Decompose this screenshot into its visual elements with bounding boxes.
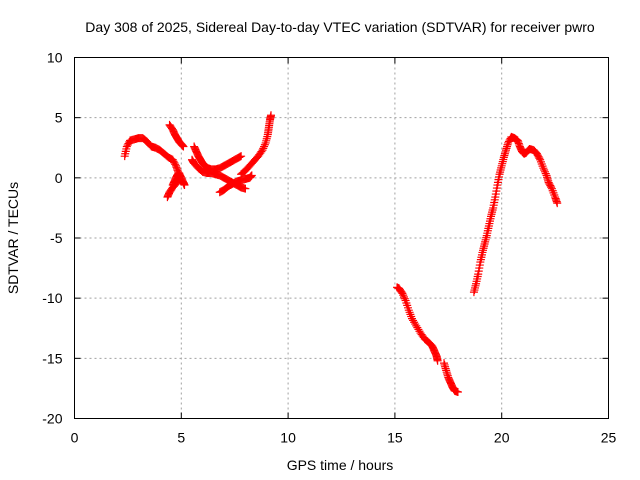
- data-point: [258, 146, 267, 155]
- data-point: [433, 356, 442, 365]
- y-tick-label: -10: [42, 290, 62, 306]
- y-tick-label: -15: [42, 350, 62, 366]
- series-track-f: [215, 171, 256, 197]
- y-axis-title: SDTVAR / TECUs: [5, 182, 21, 294]
- x-tick-label: 15: [387, 430, 403, 446]
- x-tick-label: 25: [601, 430, 617, 446]
- grid-layer: [74, 57, 609, 419]
- data-point: [399, 292, 408, 301]
- x-tick-label: 10: [280, 430, 296, 446]
- series-track-h: [393, 283, 442, 365]
- series-track-b: [165, 120, 188, 151]
- y-tick-label: 5: [55, 110, 63, 126]
- data-point: [453, 388, 462, 397]
- data-point: [553, 199, 562, 208]
- y-tick-label: -20: [42, 411, 62, 427]
- data-point: [259, 144, 268, 153]
- data-point: [541, 169, 550, 178]
- data-point: [241, 184, 250, 193]
- data-point: [237, 152, 246, 161]
- data-point: [260, 140, 269, 149]
- data-point: [400, 294, 409, 303]
- tick-layer: 0 5 10 15 20 25 -20 -15 -10 -5 0 5 10: [42, 50, 616, 446]
- data-point: [247, 171, 256, 180]
- data-point: [267, 111, 276, 120]
- series-track-c: [168, 169, 189, 190]
- x-axis-title: GPS time / hours: [287, 457, 394, 473]
- series-track-j: [469, 132, 562, 297]
- x-tick-label: 20: [494, 430, 510, 446]
- data-point: [163, 193, 172, 202]
- series-track-a: [120, 134, 184, 202]
- series-track-i: [440, 359, 462, 397]
- data-point: [180, 181, 189, 190]
- y-tick-label: 0: [55, 170, 63, 186]
- data-point: [236, 152, 245, 161]
- data-point: [540, 166, 549, 175]
- marks-layer: [120, 111, 562, 397]
- data-point: [260, 142, 269, 151]
- data-point: [399, 291, 408, 300]
- data-point: [540, 167, 549, 176]
- data-point: [257, 147, 266, 156]
- x-tick-label: 0: [71, 430, 79, 446]
- data-point: [398, 289, 407, 298]
- data-point: [539, 164, 548, 173]
- data-point: [547, 183, 556, 192]
- x-tick-label: 5: [177, 430, 185, 446]
- y-tick-label: 10: [47, 50, 63, 66]
- chart-title: Day 308 of 2025, Sidereal Day-to-day VTE…: [85, 19, 595, 35]
- data-point: [535, 154, 544, 163]
- series-track-g: [237, 111, 276, 179]
- y-tick-label: -5: [50, 230, 63, 246]
- data-point: [179, 142, 188, 151]
